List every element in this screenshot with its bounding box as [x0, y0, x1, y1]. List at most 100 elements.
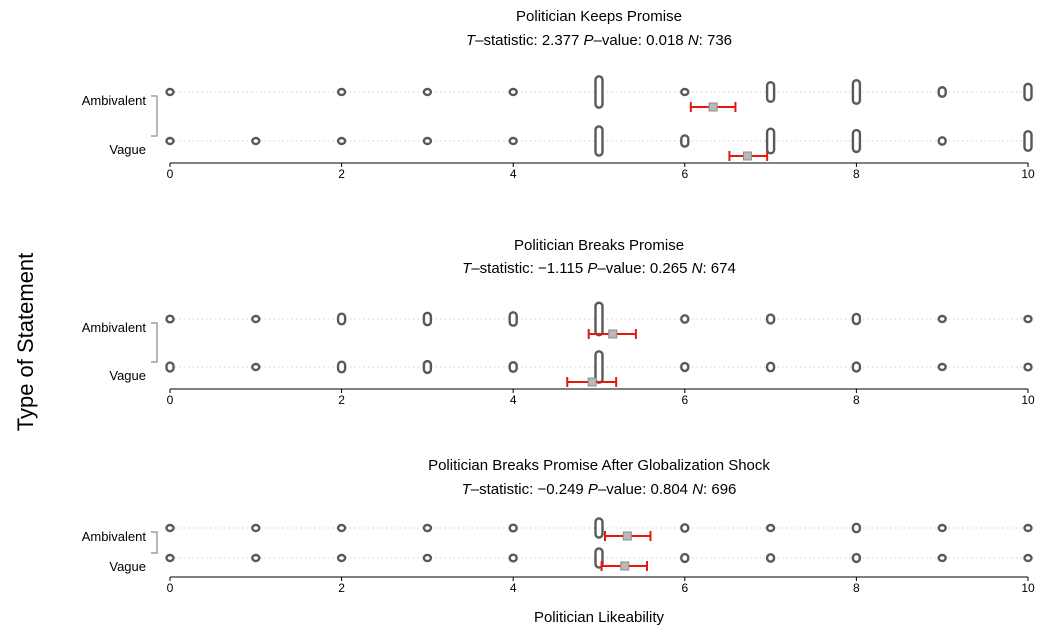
data-point-stack [165, 361, 175, 373]
panel-stats: T–statistic: −0.249 P–value: 0.804 N: 69… [462, 481, 737, 498]
data-point-stack [937, 362, 947, 372]
category-label-vague: Vague [109, 559, 146, 574]
data-point-stack [851, 361, 862, 373]
data-point-stack [765, 523, 776, 533]
data-point-stack [937, 314, 947, 324]
data-point-stack [1023, 523, 1033, 533]
data-point-stack [594, 75, 604, 109]
stats-part-3: –value: 0.018 [594, 32, 688, 49]
data-point-stack [1023, 82, 1033, 102]
stats-part-1: –statistic: 2.377 [475, 32, 583, 49]
panel-stats: T–statistic: 2.377 P–value: 0.018 N: 736 [466, 32, 732, 49]
mean-marker [587, 377, 597, 387]
data-point-stack [165, 136, 175, 146]
data-point-stack [251, 362, 261, 372]
data-point-stack [937, 553, 947, 563]
category-label-ambivalent: Ambivalent [82, 529, 147, 544]
category-label-vague: Vague [109, 368, 146, 383]
x-tick-label-10: 10 [1021, 393, 1035, 407]
stats-part-5: : 736 [699, 32, 732, 49]
data-point-stack [508, 87, 518, 97]
data-point-stack [165, 553, 175, 563]
x-tick-label-8: 8 [853, 581, 860, 595]
panel-2: Politician Breaks Promise T–statistic: −1… [82, 237, 1035, 407]
stats-part-1: –statistic: −0.249 [471, 481, 588, 498]
stats-part-0: T [462, 260, 473, 277]
data-point-stack [937, 523, 947, 533]
data-point-stack [508, 361, 518, 373]
mean-marker [708, 102, 718, 112]
stats-part-4: N [692, 260, 703, 277]
data-point-stack [508, 311, 518, 327]
x-tick-label-6: 6 [681, 167, 688, 181]
data-point-stack [594, 301, 604, 337]
series-ambivalent [165, 75, 1033, 112]
x-tick-label-10: 10 [1021, 581, 1035, 595]
y-axis-title: Type of Statement [13, 253, 38, 432]
category-bracket [151, 322, 158, 363]
x-tick-label-8: 8 [853, 167, 860, 181]
data-point-stack [765, 127, 776, 155]
x-tick-label-4: 4 [510, 393, 517, 407]
x-tick-label-8: 8 [853, 393, 860, 407]
data-point-stack [422, 136, 433, 146]
x-tick-label-10: 10 [1021, 167, 1035, 181]
data-point-stack [165, 523, 175, 533]
stats-part-2: P [588, 481, 598, 498]
series-vague [165, 547, 1033, 571]
x-tick-label-6: 6 [681, 581, 688, 595]
stats-part-4: N [688, 32, 699, 49]
data-point-stack [422, 553, 433, 563]
data-point-stack [1023, 129, 1033, 152]
x-tick-label-0: 0 [167, 167, 174, 181]
data-point-stack [851, 522, 862, 534]
data-point-stack [851, 79, 862, 105]
mean-marker [608, 329, 618, 339]
data-point-stack [680, 87, 690, 97]
data-point-stack [851, 312, 862, 326]
data-point-stack [1023, 553, 1033, 563]
stats-part-0: T [466, 32, 477, 49]
data-point-stack [165, 314, 175, 324]
data-point-stack [508, 523, 518, 533]
panel-title: Politician Breaks Promise [514, 237, 684, 254]
category-label-ambivalent: Ambivalent [82, 93, 147, 108]
data-point-stack [422, 87, 433, 97]
series-ambivalent [165, 517, 1033, 541]
data-point-stack [680, 552, 690, 564]
data-point-stack [594, 125, 604, 157]
series-vague [165, 350, 1033, 387]
mean-marker [622, 531, 632, 541]
x-tick-label-2: 2 [338, 167, 345, 181]
panel-3: Politician Breaks Promise After Globaliz… [82, 457, 1035, 595]
data-point-stack [508, 136, 518, 146]
category-bracket [151, 531, 158, 554]
data-point-stack [1023, 362, 1033, 372]
stats-part-3: –value: 0.265 [597, 260, 691, 277]
data-point-stack [422, 311, 433, 327]
x-tick-label-4: 4 [510, 167, 517, 181]
data-point-stack [680, 314, 690, 324]
data-point-stack [336, 87, 347, 97]
data-point-stack [336, 312, 347, 326]
data-point-stack [251, 553, 261, 563]
category-bracket [151, 95, 158, 137]
panel-title: Politician Keeps Promise [516, 8, 682, 25]
stats-part-0: T [462, 481, 473, 498]
x-tick-label-0: 0 [167, 581, 174, 595]
series-ambivalent [165, 301, 1033, 339]
data-point-stack [765, 553, 776, 563]
data-point-stack [251, 136, 261, 146]
data-point-stack [680, 361, 690, 373]
data-point-stack [422, 359, 433, 375]
data-point-stack [165, 87, 175, 97]
stats-part-4: N [692, 481, 703, 498]
stats-part-1: –statistic: −1.115 [471, 260, 587, 277]
x-axis-title: Politician Likeability [534, 609, 665, 626]
data-point-stack [851, 128, 862, 154]
x-tick-label-2: 2 [338, 393, 345, 407]
mean-marker [620, 561, 630, 571]
stats-part-5: : 696 [703, 481, 736, 498]
data-point-stack [336, 523, 347, 533]
